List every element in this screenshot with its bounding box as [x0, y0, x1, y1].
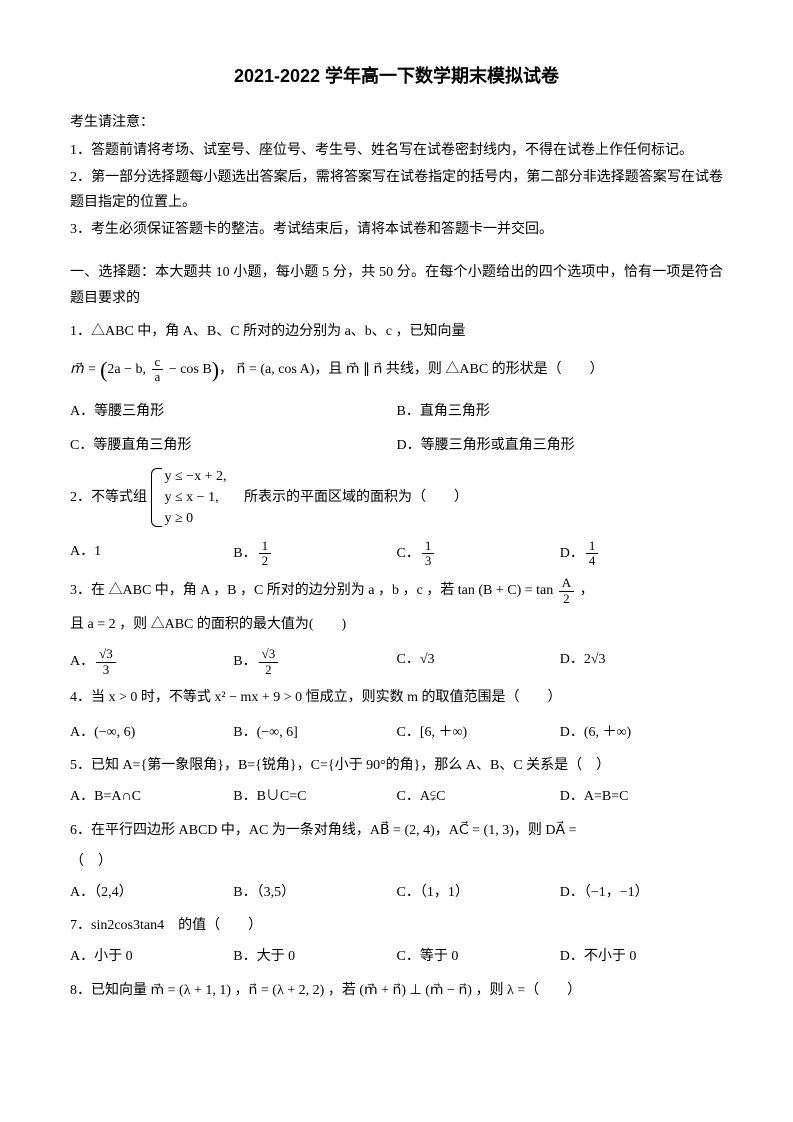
q1-m-pre: 2a − b, [107, 362, 149, 377]
q2-opt-c: C．13 [397, 539, 560, 569]
q1-n: n⃗ = (a, cos A) [237, 362, 315, 377]
q3-stem-b: 且 a = 2 ，则 △ABC 的面积的最大值为( ) [70, 612, 723, 637]
sys-line: y ≤ x − 1, [165, 487, 227, 508]
q1-stem-a: 1．△ABC 中，角 A、B、C 所对的边分别为 a、b、c ，已知向量 [70, 319, 723, 344]
question-3: 3．在 △ABC 中，角 A ，B ，C 所对的边分别为 a ，b ，c ，若 … [70, 576, 723, 676]
q5-opt-b: B．B∪C=C [233, 784, 396, 809]
q4-opt-a: A．(−∞, 6) [70, 720, 233, 745]
q7-opt-b: B．大于 0 [233, 944, 396, 969]
q3-stem-a: 3．在 △ABC 中，角 A ，B ，C 所对的边分别为 a ，b ，c ，若 … [70, 584, 557, 599]
inequality-system: y ≤ −x + 2, y ≤ x − 1, y ≥ 0 [151, 466, 227, 529]
q7-opt-a: A．小于 0 [70, 944, 233, 969]
q5-opt-d: D．A=B=C [560, 784, 723, 809]
q4-stem: 4．当 x > 0 时，不等式 x² − mx + 9 > 0 恒成立，则实数 … [70, 685, 723, 710]
q2-post: 所表示的平面区域的面积为（ ） [230, 490, 468, 505]
q1-opt-d: D．等腰三角形或直角三角形 [397, 433, 724, 458]
q6-stem2: （ ） [70, 849, 723, 874]
notice-item: 2．第一部分选择题每小题选出答案后，需将答案写在试卷指定的括号内，第二部分非选择… [70, 165, 723, 215]
notice-heading: 考生请注意： [70, 110, 723, 135]
q6-stem: 6．在平行四边形 ABCD 中，AC 为一条对角线，AB⃗ = (2, 4)，A… [70, 818, 723, 843]
notice-item: 1．答题前请将考场、试室号、座位号、考生号、姓名写在试卷密封线内，不得在试卷上作… [70, 138, 723, 163]
q3-opt-d: D．2√3 [560, 647, 723, 677]
q1-opt-b: B．直角三角形 [397, 399, 724, 424]
q7-opt-c: C．等于 0 [397, 944, 560, 969]
page-title: 2021-2022 学年高一下数学期末模拟试卷 [70, 60, 723, 92]
q1-m: m⃗ = [70, 362, 100, 377]
q2-opt-b: B．12 [233, 539, 396, 569]
q1-formula: m⃗ = (2a − b, ca − cos B)， n⃗ = (a, cos … [70, 350, 723, 390]
q1-m-post: − cos B [165, 362, 211, 377]
q4-opt-b: B．(−∞, 6] [233, 720, 396, 745]
section-heading: 一、选择题：本大题共 10 小题，每小题 5 分，共 50 分。在每个小题给出的… [70, 260, 723, 310]
sys-line: y ≤ −x + 2, [165, 466, 227, 487]
sys-line: y ≥ 0 [165, 508, 227, 529]
question-5: 5．已知 A={第一象限角}，B={锐角}，C={小于 90°的角}，那么 A、… [70, 753, 723, 809]
question-7: 7．sin2cos3tan4 的值（ ） A．小于 0 B．大于 0 C．等于 … [70, 913, 723, 969]
question-8: 8．已知向量 m⃗ = (λ + 1, 1) ，n⃗ = (λ + 2, 2) … [70, 978, 723, 1003]
q2-opt-a: A．1 [70, 539, 233, 569]
q2-pre: 2．不等式组 [70, 490, 151, 505]
question-1: 1．△ABC 中，角 A、B、C 所对的边分别为 a、b、c ，已知向量 m⃗ … [70, 319, 723, 458]
q3-opt-c: C．√3 [397, 647, 560, 677]
q7-opt-d: D．不小于 0 [560, 944, 723, 969]
q4-opt-d: D．(6, ＋∞) [560, 720, 723, 745]
question-2: 2．不等式组 y ≤ −x + 2, y ≤ x − 1, y ≥ 0 所表示的… [70, 466, 723, 569]
q5-opt-a: A．B=A∩C [70, 784, 233, 809]
q3-opt-a: A．√33 [70, 647, 233, 677]
q7-stem: 7．sin2cos3tan4 的值（ ） [70, 913, 723, 938]
q4-opt-c: C．[6, ＋∞) [397, 720, 560, 745]
q3-opt-b: B．√32 [233, 647, 396, 677]
question-4: 4．当 x > 0 时，不等式 x² − mx + 9 > 0 恒成立，则实数 … [70, 685, 723, 745]
q1-opt-a: A．等腰三角形 [70, 399, 397, 424]
q5-stem: 5．已知 A={第一象限角}，B={锐角}，C={小于 90°的角}，那么 A、… [70, 753, 723, 778]
q1-opt-c: C．等腰直角三角形 [70, 433, 397, 458]
q6-opt-d: D．（−1，−1） [560, 880, 723, 905]
frac-A-2: A2 [559, 576, 574, 606]
q8-stem: 8．已知向量 m⃗ = (λ + 1, 1) ，n⃗ = (λ + 2, 2) … [70, 978, 723, 1003]
q1-stem-c: ，且 m⃗ ∥ n⃗ 共线，则 △ABC 的形状是（ ） [314, 362, 603, 377]
q6-opt-b: B．（3,5） [233, 880, 396, 905]
frac-c-a: ca [152, 355, 164, 385]
q5-opt-c: C．A⫋C [397, 784, 560, 809]
question-6: 6．在平行四边形 ABCD 中，AC 为一条对角线，AB⃗ = (2, 4)，A… [70, 818, 723, 906]
q3-a2: ， [576, 584, 594, 599]
q2-opt-d: D．14 [560, 539, 723, 569]
q6-opt-c: C．（1，1） [397, 880, 560, 905]
q6-opt-a: A．（2,4） [70, 880, 233, 905]
notice-item: 3．考生必须保证答题卡的整洁。考试结束后，请将本试卷和答题卡一并交回。 [70, 217, 723, 242]
